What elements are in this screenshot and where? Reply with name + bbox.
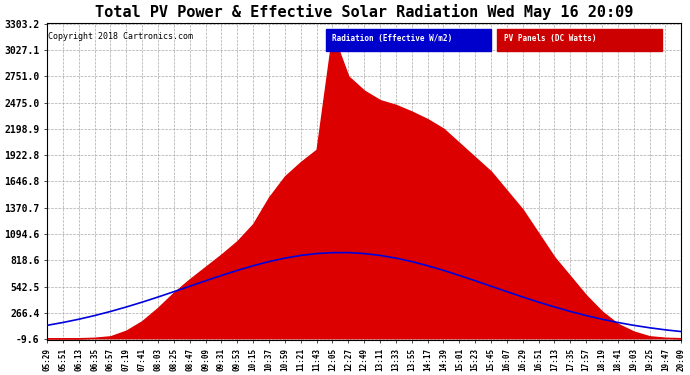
Bar [326, 29, 491, 51]
Text: Copyright 2018 Cartronics.com: Copyright 2018 Cartronics.com [48, 32, 193, 41]
Text: Radiation (Effective W/m2): Radiation (Effective W/m2) [333, 34, 453, 43]
Title: Total PV Power & Effective Solar Radiation Wed May 16 20:09: Total PV Power & Effective Solar Radiati… [95, 4, 633, 20]
Text: PV Panels (DC Watts): PV Panels (DC Watts) [504, 34, 596, 43]
Bar [497, 29, 662, 51]
